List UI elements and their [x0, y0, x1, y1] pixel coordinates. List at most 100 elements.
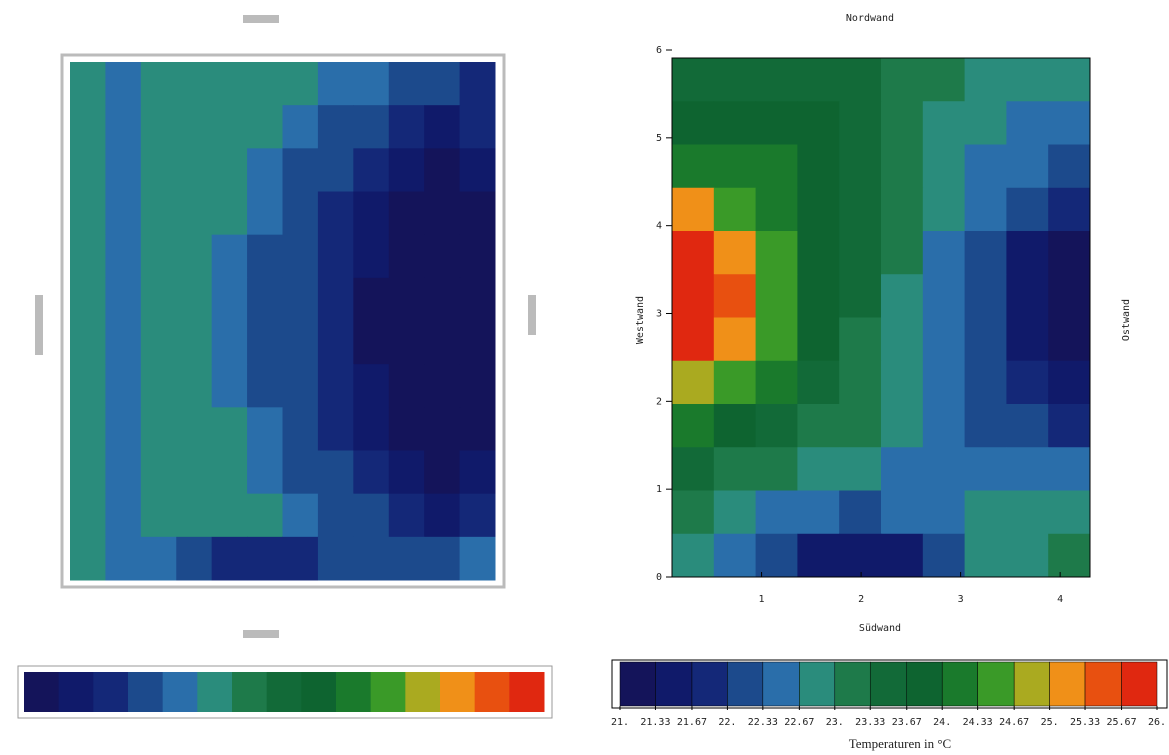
cell: [424, 278, 460, 322]
colorbar-cell: [763, 662, 800, 706]
cell: [672, 318, 714, 362]
cell: [881, 318, 923, 362]
cell: [923, 188, 965, 232]
cell: [672, 231, 714, 275]
cell: [881, 58, 923, 102]
cell: [105, 537, 141, 581]
cell: [212, 62, 248, 106]
cell: [318, 278, 354, 322]
colorbar-cell: [692, 662, 727, 706]
cell: [881, 404, 923, 448]
cell: [353, 278, 389, 322]
cell: [353, 148, 389, 192]
cell: [318, 105, 354, 149]
cell: [318, 321, 354, 365]
cell: [797, 404, 839, 448]
colorbar-cell: [727, 662, 762, 706]
cell: [756, 274, 798, 318]
cell: [424, 192, 460, 236]
cell: [923, 274, 965, 318]
cell: [756, 361, 798, 405]
cell: [460, 62, 496, 106]
colorbar-tick-label: 22.: [718, 717, 736, 728]
cell: [318, 494, 354, 538]
cell: [1048, 491, 1090, 535]
cell: [714, 491, 756, 535]
cell: [923, 491, 965, 535]
cell: [70, 407, 106, 451]
x-axis-label: Südwand: [859, 623, 901, 634]
cell: [672, 58, 714, 102]
colorbar-cell: [197, 672, 232, 712]
colorbar-tick-label: 23.67: [892, 717, 922, 728]
cell: [923, 101, 965, 145]
colorbar-cell: [24, 672, 59, 712]
chart: Nordwand Südwand Westwand Ostwand Temper…: [0, 0, 1169, 755]
cell: [881, 361, 923, 405]
cell: [247, 192, 283, 236]
cell: [283, 537, 319, 581]
cell: [756, 101, 798, 145]
cell: [756, 231, 798, 275]
cell: [424, 537, 460, 581]
cell: [1006, 404, 1048, 448]
colorbar-tick-label: 22.33: [748, 717, 778, 728]
cell: [424, 148, 460, 192]
colorbar-cell: [128, 672, 163, 712]
cell: [797, 58, 839, 102]
cell: [176, 148, 212, 192]
cell: [176, 494, 212, 538]
cell: [1006, 534, 1048, 578]
cell: [247, 148, 283, 192]
cell: [212, 494, 248, 538]
cell: [965, 231, 1007, 275]
colorbar-cell: [978, 662, 1015, 706]
cell: [70, 235, 106, 279]
cell: [353, 407, 389, 451]
colorbar-tick-label: 24.: [933, 717, 951, 728]
cell: [923, 58, 965, 102]
cell: [70, 321, 106, 365]
cell: [460, 494, 496, 538]
colorbar-cell: [835, 662, 870, 706]
cell: [756, 145, 798, 189]
cell: [797, 231, 839, 275]
cell: [672, 534, 714, 578]
cell: [389, 407, 425, 451]
colorbar-tick-label: 23.33: [855, 717, 885, 728]
colorbar-cell: [440, 672, 475, 712]
cell: [283, 321, 319, 365]
cell: [70, 148, 106, 192]
cell: [965, 447, 1007, 491]
cell: [318, 192, 354, 236]
cell: [923, 447, 965, 491]
cell: [141, 62, 177, 106]
colorbar-cell: [59, 672, 94, 712]
cell: [460, 451, 496, 495]
cell: [881, 101, 923, 145]
cell: [1048, 145, 1090, 189]
cell: [1006, 58, 1048, 102]
colorbar-cell: [163, 672, 198, 712]
cell: [247, 494, 283, 538]
cell: [714, 534, 756, 578]
cell: [353, 537, 389, 581]
cell: [797, 274, 839, 318]
cell: [839, 447, 881, 491]
cell: [389, 278, 425, 322]
right-label: Ostwand: [1121, 299, 1132, 341]
cell: [756, 491, 798, 535]
cell: [318, 451, 354, 495]
cell: [460, 105, 496, 149]
cell: [353, 105, 389, 149]
cell: [797, 447, 839, 491]
cell: [176, 364, 212, 408]
cell: [212, 235, 248, 279]
cell: [797, 318, 839, 362]
cell: [965, 274, 1007, 318]
cell: [141, 537, 177, 581]
y-axis-label: Westwand: [635, 296, 646, 344]
cell: [424, 321, 460, 365]
cell: [424, 494, 460, 538]
cell: [965, 361, 1007, 405]
